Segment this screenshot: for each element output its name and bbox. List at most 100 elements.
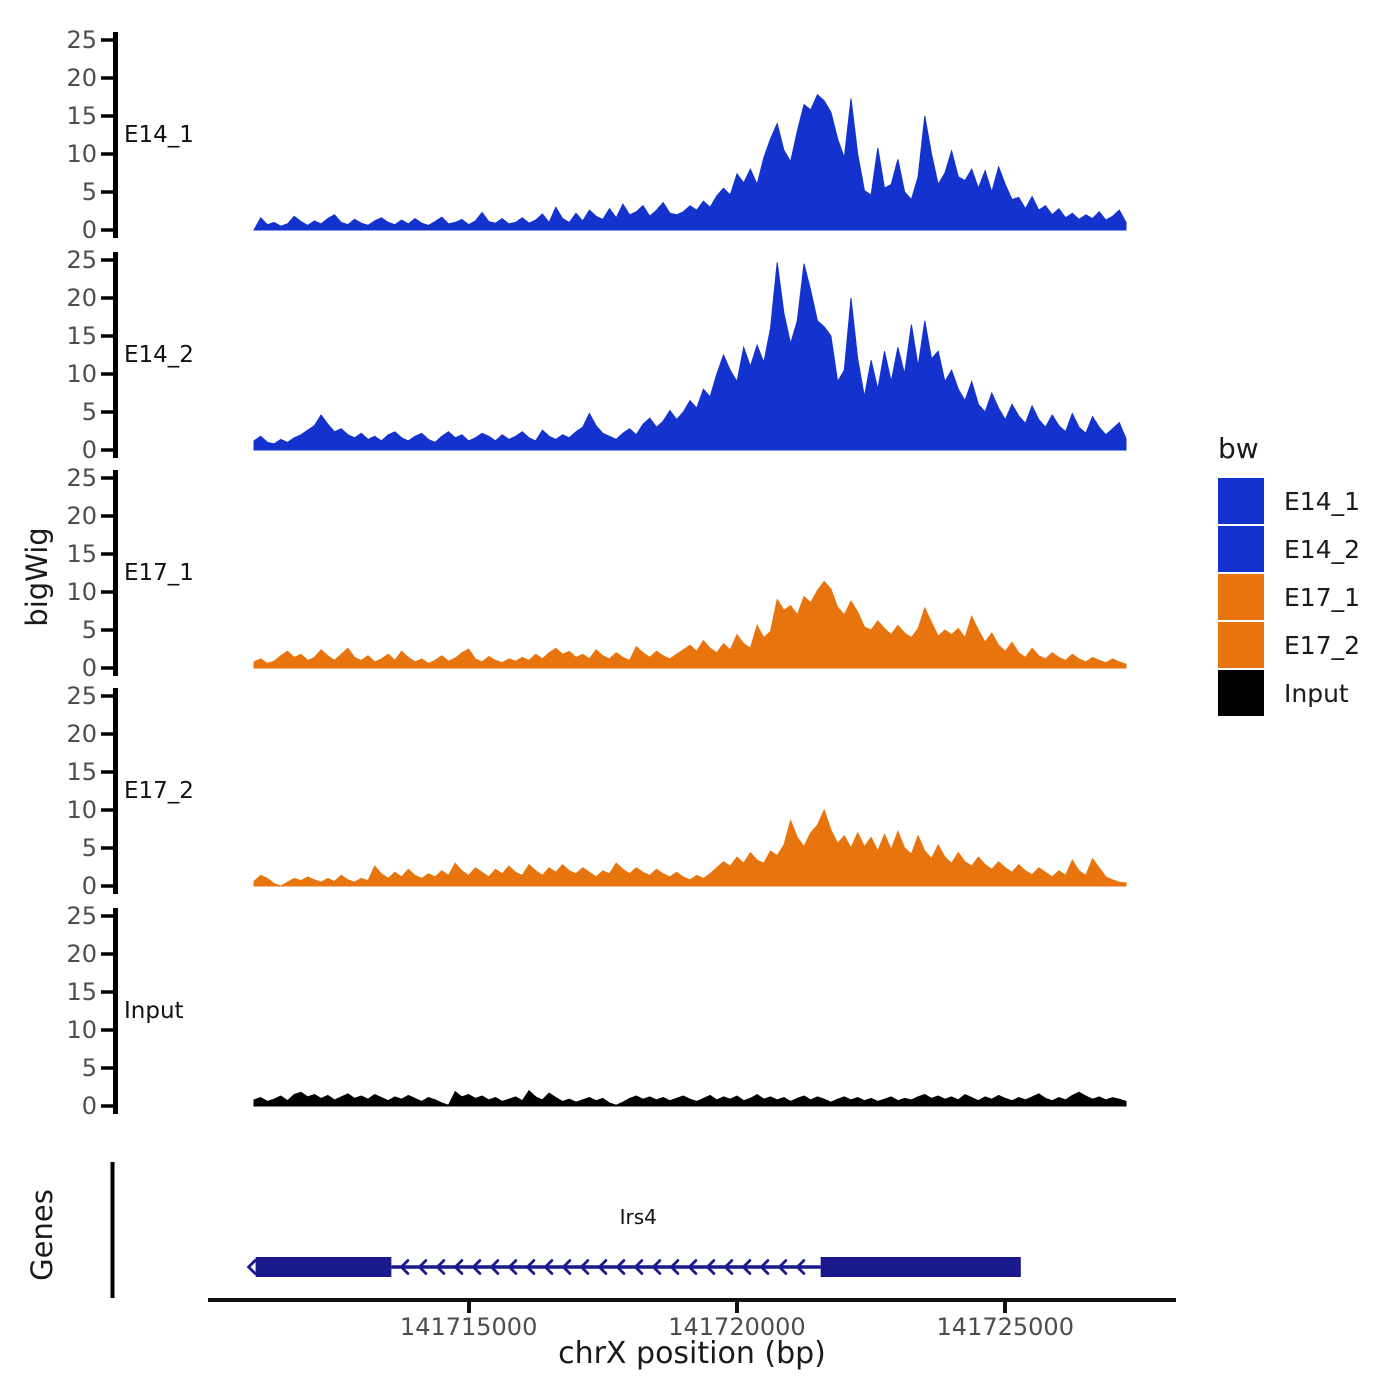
strand-arrow-icon — [435, 1259, 446, 1275]
y-tick-label: 15 — [66, 978, 97, 1006]
y-tick-mark — [101, 1028, 113, 1032]
y-tick-label: 5 — [81, 616, 97, 644]
y-tick-label: 20 — [66, 940, 97, 968]
y-tick-label: 0 — [81, 436, 97, 464]
legend: bw E14_1 E14_2 E17_1 E17_2 Input — [1218, 432, 1400, 718]
x-tick-mark — [1003, 1302, 1008, 1313]
y-tick-mark — [101, 114, 113, 118]
y-tick-mark — [101, 990, 113, 994]
y-tick-mark — [101, 590, 113, 594]
strand-arrow-icon — [561, 1259, 572, 1275]
legend-title: bw — [1218, 432, 1259, 465]
y-tick-mark — [101, 228, 113, 232]
legend-item-Input: Input — [1218, 670, 1400, 716]
y-tick-label: 0 — [81, 1092, 97, 1120]
track-panel-E17_1 — [101, 470, 1127, 676]
y-tick-mark — [101, 770, 113, 774]
y-tick-mark — [101, 694, 113, 698]
y-tick-mark — [101, 732, 113, 736]
legend-items: E14_1 E14_2 E17_1 E17_2 Input — [1218, 478, 1400, 716]
signal-area-E17_1 — [253, 580, 1127, 669]
strand-arrow-icon — [723, 1259, 734, 1275]
signal-area-E14_2 — [253, 262, 1127, 451]
x-tick-label: 141715000 — [399, 1313, 538, 1341]
y-tick-label: 20 — [66, 502, 97, 530]
y-tick-label: 15 — [66, 102, 97, 130]
track-label-Input: Input — [124, 998, 184, 1024]
strand-arrow-icon — [417, 1259, 428, 1275]
y-tick-mark — [101, 514, 113, 518]
y-tick-mark — [101, 476, 113, 480]
strand-arrow-icon — [597, 1259, 608, 1275]
signal-area-Input — [253, 1090, 1127, 1107]
y-tick-mark — [101, 410, 113, 414]
strand-arrow-icon — [543, 1259, 554, 1275]
y-tick-mark — [101, 952, 113, 956]
legend-swatch-icon — [1218, 574, 1264, 620]
y-tick-mark — [101, 448, 113, 452]
y-tick-mark — [101, 846, 113, 850]
legend-item-E17_2: E17_2 — [1218, 622, 1400, 668]
y-tick-mark — [101, 808, 113, 812]
y-tick-label: 20 — [66, 720, 97, 748]
legend-label: E14_1 — [1284, 486, 1361, 516]
y-tick-label: 10 — [66, 578, 97, 606]
legend-item-E14_2: E14_2 — [1218, 526, 1400, 572]
y-tick-mark — [101, 1104, 113, 1108]
y-tick-label: 25 — [66, 682, 97, 710]
y-tick-mark — [101, 1066, 113, 1070]
y-tick-label: 10 — [66, 140, 97, 168]
strand-arrow-icon — [777, 1259, 788, 1275]
strand-arrow-icon — [633, 1259, 644, 1275]
y-tick-label: 25 — [66, 246, 97, 274]
legend-label: E17_2 — [1284, 630, 1361, 660]
y-tick-label: 10 — [66, 1016, 97, 1044]
x-tick-mark — [466, 1302, 471, 1313]
track-label-E17_1: E17_1 — [124, 560, 194, 586]
legend-item-E17_1: E17_1 — [1218, 574, 1400, 620]
legend-label: E17_1 — [1284, 582, 1361, 612]
strand-arrow-icon — [507, 1259, 518, 1275]
strand-arrow-icon — [399, 1259, 410, 1275]
track-panel-E14_1 — [101, 32, 1127, 238]
y-tick-mark — [101, 334, 113, 338]
y-tick-label: 25 — [66, 26, 97, 54]
signal-area-E14_1 — [253, 93, 1127, 231]
x-tick-mark — [734, 1302, 739, 1313]
strand-arrow-icon — [489, 1259, 500, 1275]
strand-arrow-icon — [579, 1259, 590, 1275]
track-label-E14_2: E14_2 — [124, 342, 194, 368]
y-tick-label: 5 — [81, 398, 97, 426]
y-tick-label: 5 — [81, 834, 97, 862]
track-label-E14_1: E14_1 — [124, 122, 194, 148]
y-tick-label: 15 — [66, 322, 97, 350]
y-tick-mark — [101, 372, 113, 376]
gene-exon-box-1 — [255, 1257, 392, 1277]
strand-arrow-icon — [705, 1259, 716, 1275]
track-panel-E14_2 — [101, 252, 1127, 458]
y-tick-label: 25 — [66, 902, 97, 930]
y-tick-label: 0 — [81, 216, 97, 244]
strand-arrow-icon — [615, 1259, 626, 1275]
legend-swatch-icon — [1218, 670, 1264, 716]
legend-swatch-icon — [1218, 526, 1264, 572]
y-tick-mark — [101, 38, 113, 42]
strand-arrow-icon — [669, 1259, 680, 1275]
strand-arrow-icon — [651, 1259, 662, 1275]
strand-arrow-icon — [453, 1259, 464, 1275]
y-tick-mark — [101, 190, 113, 194]
y-tick-mark — [101, 76, 113, 80]
strand-arrow-icon — [795, 1259, 806, 1275]
strand-arrow-icon — [759, 1259, 770, 1275]
y-tick-label: 15 — [66, 540, 97, 568]
y-tick-label: 5 — [81, 178, 97, 206]
gene-name-label: Irs4 — [620, 1205, 657, 1229]
y-tick-mark — [101, 914, 113, 918]
y-tick-label: 20 — [66, 64, 97, 92]
y-tick-mark — [101, 666, 113, 670]
y-tick-label: 10 — [66, 360, 97, 388]
y-tick-label: 25 — [66, 464, 97, 492]
genes-svg: Irs4 — [110, 1162, 1021, 1298]
legend-item-E14_1: E14_1 — [1218, 478, 1400, 524]
